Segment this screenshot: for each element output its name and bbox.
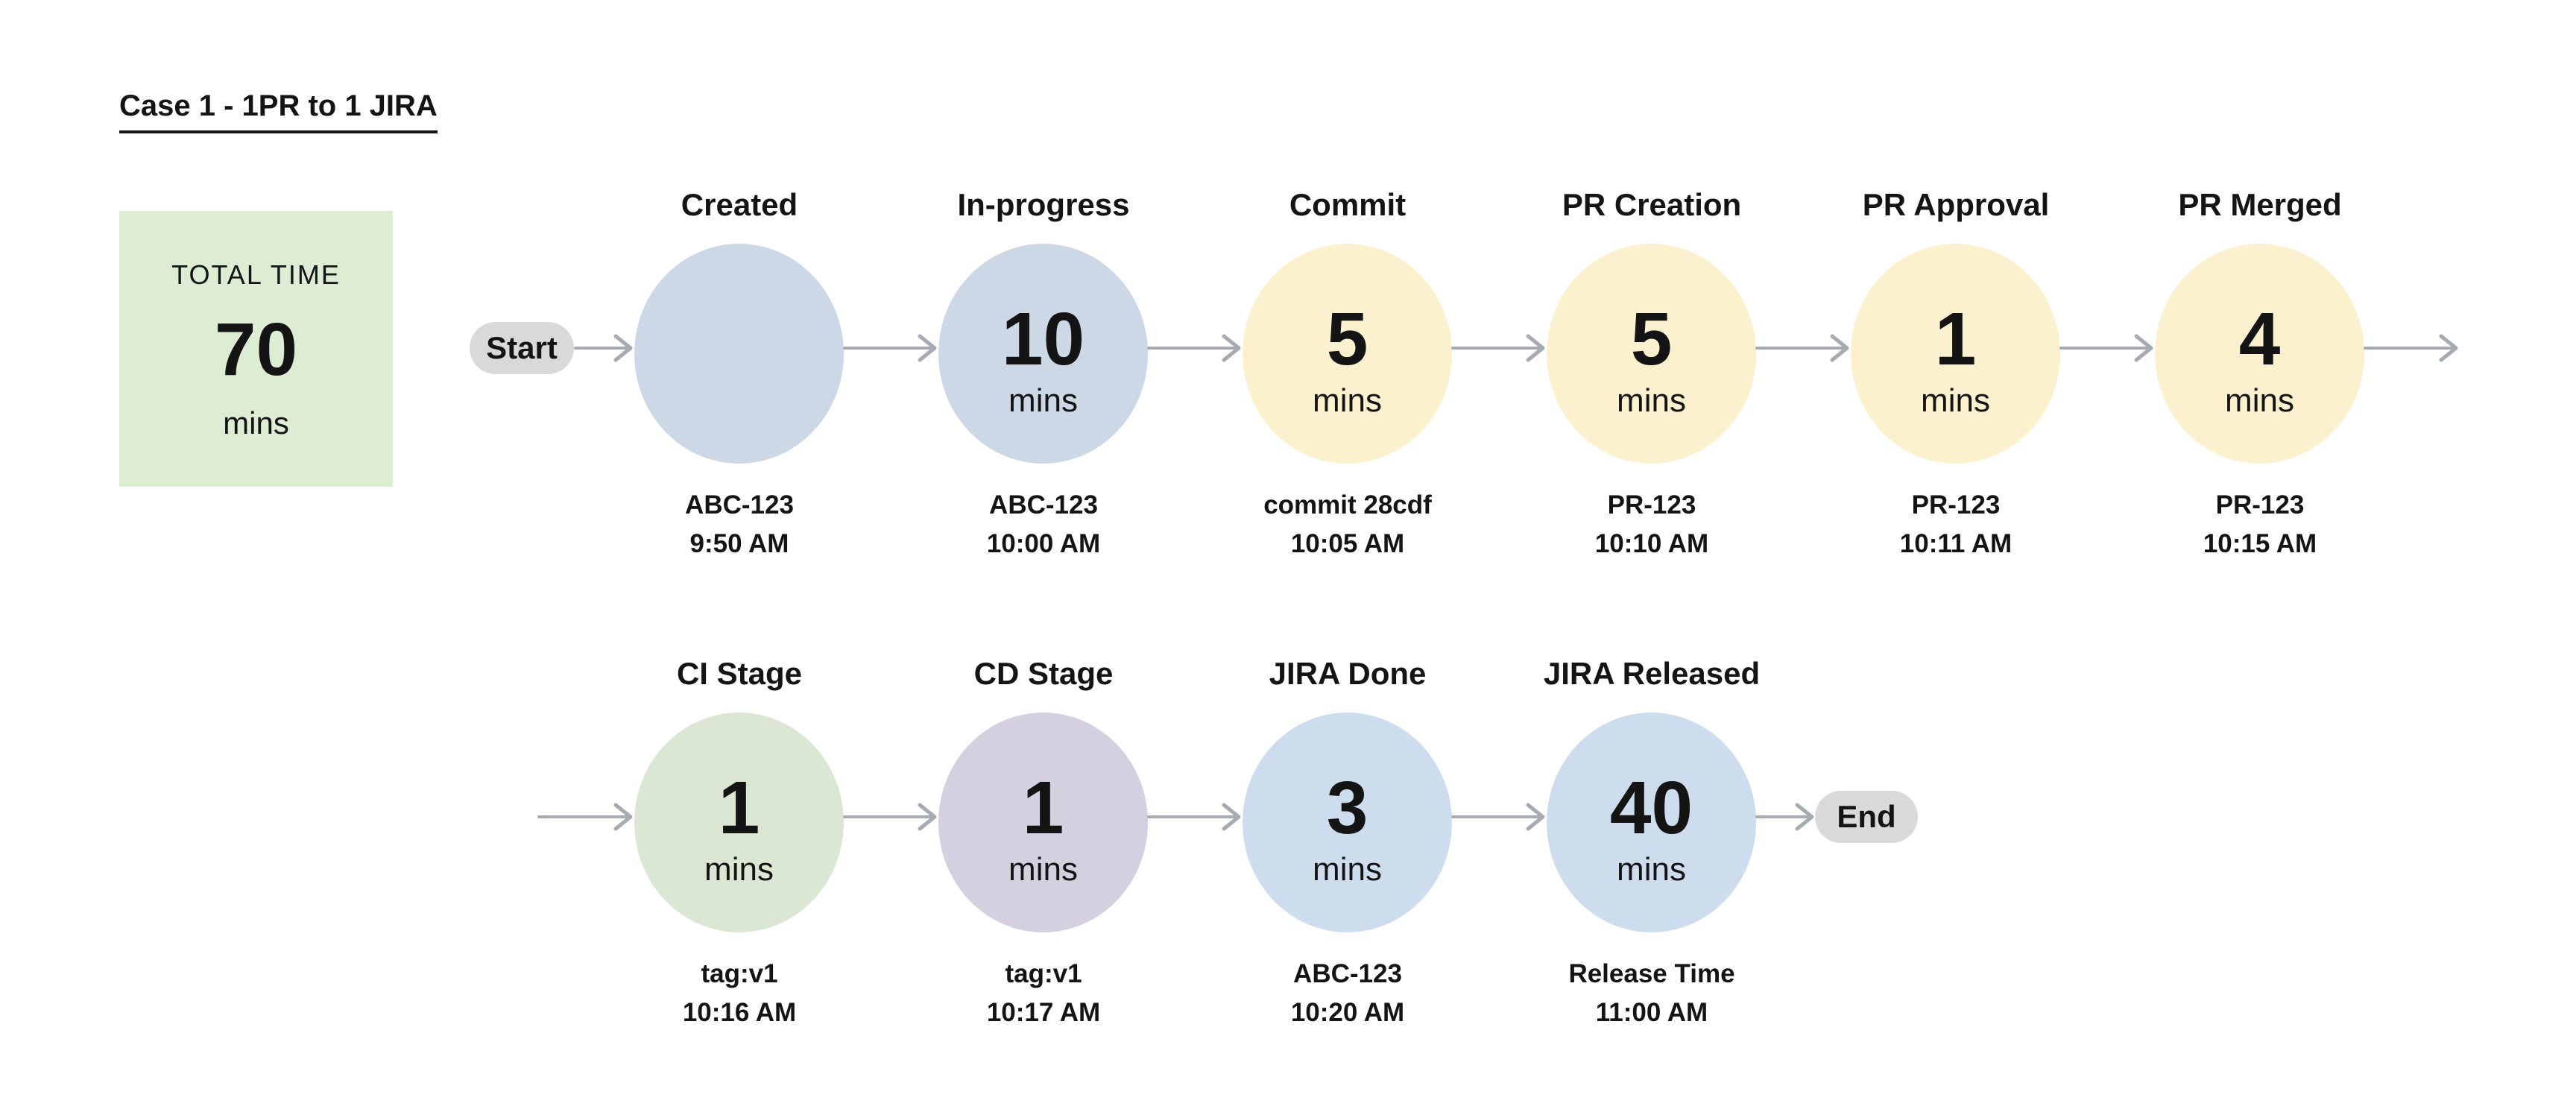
flow-arrow-icon [1755,803,1813,831]
stage-sublabel: ABC-123 10:20 AM [1166,955,1530,1032]
stage-ref: Release Time [1568,959,1735,988]
stage-sublabel: ABC-123 9:50 AM [558,486,921,563]
stage-time: 10:05 AM [1290,529,1405,558]
stage-time: 10:00 AM [986,529,1101,558]
stage-duration: 5 [1326,297,1368,381]
stage-title: PR Approval [1862,187,2050,222]
stage-title: JIRA Released [1543,656,1761,691]
stage-circle [634,244,844,464]
flow-arrow-icon [842,803,936,831]
stage-circle: 10 mins [938,244,1148,464]
end-node: End [1815,791,1918,843]
total-time-label: TOTAL TIME [171,259,341,290]
stage-sublabel: PR-123 10:15 AM [2078,486,2442,563]
stage-circle: 5 mins [1547,244,1756,464]
stage-duration-unit: mins [2225,382,2294,419]
stage-circle: 1 mins [1851,244,2060,464]
stage-duration-unit: mins [704,850,774,888]
stage-title: PR Creation [1562,187,1742,222]
stage-circle: 1 mins [938,713,1148,932]
stage-title: Commit [1289,187,1407,222]
stage-duration-unit: mins [1008,850,1078,888]
stage-circle: 4 mins [2155,244,2364,464]
stage-duration-unit: mins [1313,850,1382,888]
stage-duration: 1 [718,765,760,850]
stage-duration-unit: mins [1617,382,1686,419]
stage-time: 11:00 AM [1595,998,1708,1027]
stage-sublabel: Release Time 11:00 AM [1470,955,1834,1032]
page-title: Case 1 - 1PR to 1 JIRA [119,88,438,133]
stage-time: 10:10 AM [1594,529,1709,558]
stage-duration: 3 [1326,765,1368,850]
stage-ref: ABC-123 [989,490,1098,519]
stage-sublabel: commit 28cdf 10:05 AM [1166,486,1530,563]
stage-title: CI Stage [676,656,803,691]
stage-ref: PR-123 [1607,490,1696,519]
stage-ref: ABC-123 [685,490,794,519]
stage-time: 10:20 AM [1290,998,1405,1027]
stage-title: CD Stage [973,656,1114,691]
stage-title: PR Merged [2178,187,2342,222]
stage-sublabel: ABC-123 10:00 AM [862,486,1225,563]
total-time-unit: mins [223,405,289,440]
total-time-box: TOTAL TIME 70 mins [119,211,393,487]
stage-duration: 1 [1934,297,1977,381]
stage-duration: 4 [2238,297,2281,381]
stage-time: 10:17 AM [986,998,1101,1027]
stage-title: In-progress [957,187,1130,222]
stage-circle: 5 mins [1243,244,1452,464]
stage-title: JIRA Done [1269,656,1427,691]
stage-duration-unit: mins [1008,382,1078,419]
flow-arrow-icon [2059,334,2153,362]
stage-ref: ABC-123 [1293,959,1402,988]
stage-ref: commit 28cdf [1263,490,1432,519]
stage-ref: PR-123 [1911,490,2001,519]
stage-circle: 3 mins [1243,713,1452,932]
stage-duration-unit: mins [1313,382,1382,419]
flow-arrow-icon [1450,803,1544,831]
stage-duration: 10 [1001,297,1085,381]
stage-circle: 40 mins [1547,713,1756,932]
flow-arrow-icon [842,334,936,362]
stage-sublabel: tag:v1 10:17 AM [862,955,1225,1032]
stage-sublabel: tag:v1 10:16 AM [558,955,921,1032]
flow-arrow-icon [1755,334,1849,362]
flow-arrow-icon [574,334,633,362]
stage-ref: tag:v1 [701,959,778,988]
stage-sublabel: PR-123 10:10 AM [1470,486,1834,563]
stage-time: 10:11 AM [1899,529,2012,558]
stage-time: 10:15 AM [2203,529,2317,558]
stage-duration: 5 [1630,297,1673,381]
total-time-value: 70 [214,308,298,391]
stage-time: 9:50 AM [689,529,789,558]
stage-ref: PR-123 [2215,490,2305,519]
stage-sublabel: PR-123 10:11 AM [1774,486,2138,563]
flow-arrow-icon [1146,803,1240,831]
stage-ref: tag:v1 [1005,959,1082,988]
flow-arrow-icon [2363,334,2457,362]
flow-arrow-icon [1450,334,1544,362]
stage-duration: 40 [1609,765,1693,850]
stage-title: Created [681,187,798,222]
flow-arrow-icon [1146,334,1240,362]
stage-duration-unit: mins [1921,382,1990,419]
start-node: Start [470,322,574,374]
stage-time: 10:16 AM [682,998,797,1027]
stage-circle: 1 mins [634,713,844,932]
stage-duration-unit: mins [1617,850,1686,888]
flow-arrow-icon [537,803,632,831]
stage-duration: 1 [1022,765,1064,850]
